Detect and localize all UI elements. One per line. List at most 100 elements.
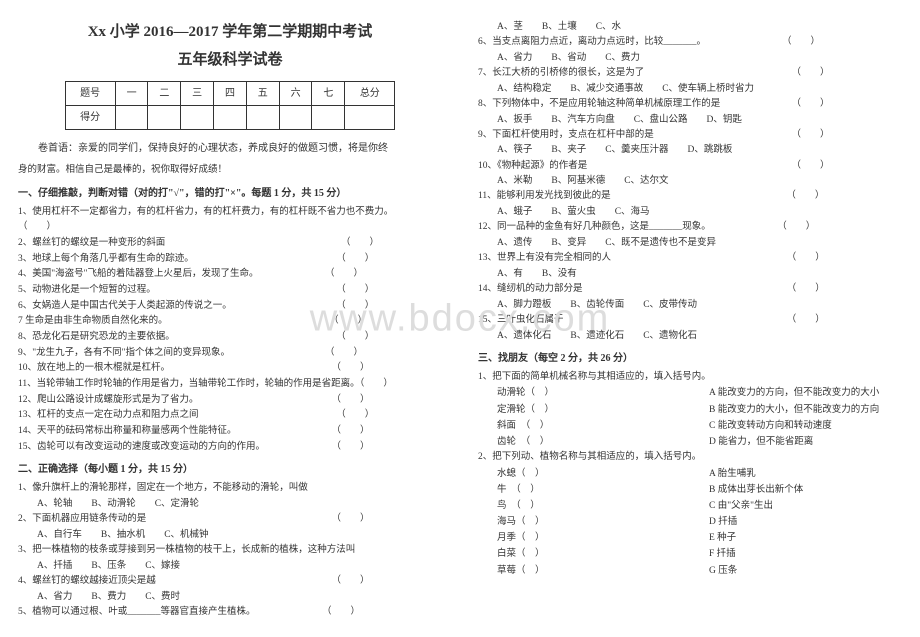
s2-q15: 15、三叶虫化石属于 （ ） [478,313,902,329]
page-left: Xx 小学 2016—2017 学年第二学期期中考试 五年级科学试卷 题号 一 … [0,0,460,637]
s2-q9-opts: A、筷子 B、夹子 C、羹夹压汁器 D、跳跳板 [478,143,902,158]
cell [148,106,181,130]
cell: 四 [214,82,247,106]
s2-q5: 5、植物可以通过根、叶或_______等器官直接产生植株。 （ ） [18,605,442,621]
score-header-row: 题号 一 二 三 四 五 六 七 总分 [65,82,395,106]
s2-q6: 6、当支点离阻力点近，离动力点远时，比较_______。 （ ） [478,35,902,51]
s1-q7: 7 生命是由非生命物质自然化来的。 （ ） [18,314,442,330]
s2-q11: 11、能够利用发光找到彼此的是 （ ） [478,189,902,205]
match-row: 定滑轮（ ）B 能改变力的大小，但不能改变力的方向 [478,402,902,418]
s1-q14: 14、天平的砝码常标出称量和称量感两个性能特征。 （ ） [18,424,442,440]
cell: 三 [181,82,214,106]
s2-q3-opts: A、扦插 B、压条 C、嫁接 [18,559,442,574]
page-right: A、茎 B、土壤 C、水 6、当支点离阻力点近，离动力点远时，比较_______… [460,0,920,637]
match-right: D 能省力，但不能省距离 [690,434,902,450]
cell: 得分 [65,106,115,130]
s1-q11: 11、当轮带轴工作时轮轴的作用是省力，当轴带轮工作时，轮轴的作用是省距离。（ ） [18,377,442,393]
s2-q14-opts: A、脚力蹬板 B、齿轮传面 C、皮带传动 [478,298,902,313]
s2-q15-opts: A、遗体化石 B、遗迹化石 C、遗物化石 [478,329,902,344]
s2-q2-opts: A、自行车 B、抽水机 C、机械钟 [18,528,442,543]
match-left: 月季（ ） [478,530,690,546]
s1-q9: 9、"龙生九子，各有不同"指个体之间的变异现象。 （ ） [18,346,442,362]
match-right: A 能改变力的方向，但不能改变力的大小 [690,385,902,401]
cell [279,106,312,130]
cell [214,106,247,130]
match-left: 鸟 （ ） [478,498,690,514]
s1-q4: 4、美国"海盗号"飞船的着陆器登上火星后，发现了生命。 （ ） [18,267,442,283]
s2-q9: 9、下面杠杆使用时，支点在杠杆中部的是 （ ） [478,128,902,144]
s1-q1: 1、使用杠杆不一定都省力，有的杠杆省力，有的杠杆费力，有的杠杆既不省力也不费力。… [18,205,442,236]
cell: 六 [279,82,312,106]
cell: 二 [148,82,181,106]
title-main: Xx 小学 2016—2017 学年第二学期期中考试 [18,20,442,46]
section2-title: 二、正确选择（每小题 1 分，共 15 分） [18,461,442,478]
s1-q6: 6、女娲造人是中国古代关于人类起源的传说之一。 （ ） [18,299,442,315]
s2-q5-opts: A、茎 B、土壤 C、水 [478,20,902,35]
intro-line2: 身的财富。相信自己是最棒的，祝你取得好成绩！ [18,163,442,179]
s2-q14: 14、缝纫机的动力部分是 （ ） [478,282,902,298]
score-value-row: 得分 [65,106,395,130]
s1-q2: 2、螺丝钉的螺纹是一种变形的斜面 （ ） [18,236,442,252]
match-right: G 压条 [690,563,902,579]
cell [115,106,148,130]
match-right: F 扦插 [690,546,902,562]
cell: 总分 [345,82,395,106]
match-right: E 种子 [690,530,902,546]
s2-q7: 7、长江大桥的引桥修的很长，这是为了 （ ） [478,66,902,82]
cell: 五 [246,82,279,106]
match-right: C 由"父亲"生出 [690,498,902,514]
s2-q12: 12、同一品种的金鱼有好几种颜色，这是_______现象。 （ ） [478,220,902,236]
s2-q8: 8、下列物体中，不是应用轮轴这种简单机械原理工作的是 （ ） [478,97,902,113]
title-sub: 五年级科学试卷 [18,48,442,74]
match-left: 白菜（ ） [478,546,690,562]
match-left: 斜面 （ ） [478,418,690,434]
s1-q8: 8、恐龙化石是研究恐龙的主要依据。 （ ） [18,330,442,346]
s2-q4: 4、螺丝钉的螺纹越接近顶尖是越 （ ） [18,574,442,590]
cell: 题号 [65,82,115,106]
s2-q6-opts: A、省力 B、省动 C、费力 [478,51,902,66]
score-table: 题号 一 二 三 四 五 六 七 总分 得分 [65,81,396,130]
s2-q4-opts: A、省力 B、费力 C、费时 [18,590,442,605]
match-row: 水螅（ ）A 胎生哺乳 [478,466,902,482]
s2-q12-opts: A、遗传 B、变异 C、既不是遗传也不是变异 [478,236,902,251]
match-left: 草莓（ ） [478,563,690,579]
match-row: 动滑轮（ ）A 能改变力的方向，但不能改变力的大小 [478,385,902,401]
s2-q11-opts: A、蛾子 B、萤火虫 C、海马 [478,205,902,220]
s2-q2: 2、下面机器应用链条传动的是 （ ） [18,512,442,528]
match-row: 月季（ ）E 种子 [478,530,902,546]
s2-q13: 13、世界上有没有完全相同的人 （ ） [478,251,902,267]
cell: 一 [115,82,148,106]
cell [312,106,345,130]
s1-q12: 12、爬山公路设计成螺旋形式是为了省力。 （ ） [18,393,442,409]
s1-q5: 5、动物进化是一个短暂的过程。 （ ） [18,283,442,299]
match-right: C 能改变转动方向和转动速度 [690,418,902,434]
s3-intro2: 2、把下列动、植物名称与其相适应的，填入括号内。 [478,450,902,466]
match-right: B 成体出芽长出新个体 [690,482,902,498]
s2-q8-opts: A、扳手 B、汽车方向盘 C、盘山公路 D、钥匙 [478,113,902,128]
s2-q13-opts: A、有 B、没有 [478,267,902,282]
match-row: 齿轮 （ ）D 能省力，但不能省距离 [478,434,902,450]
s3-intro1: 1、把下面的简单机械名称与其相适应的，填入括号内。 [478,370,902,386]
match-row: 鸟 （ ）C 由"父亲"生出 [478,498,902,514]
match-left: 动滑轮（ ） [478,385,690,401]
s2-q1-opts: A、轮轴 B、动滑轮 C、定滑轮 [18,497,442,512]
cell [345,106,395,130]
s2-q7-opts: A、结构稳定 B、减少交通事故 C、使车辆上桥时省力 [478,82,902,97]
section1-title: 一、仔细推敲，判断对错（对的打"√"，错的打"×"。每题 1 分，共 15 分） [18,185,442,202]
match-row: 白菜（ ）F 扦插 [478,546,902,562]
intro-line1: 卷首语：亲爱的同学们，保持良好的心理状态，养成良好的做题习惯，将是你终 [18,140,442,157]
cell [246,106,279,130]
s2-q10-opts: A、米勒 B、阿基米德 C、达尔文 [478,174,902,189]
match-left: 牛 （ ） [478,482,690,498]
section3-title: 三、找朋友（每空 2 分，共 26 分） [478,350,902,367]
match-right: A 胎生哺乳 [690,466,902,482]
match-left: 海马（ ） [478,514,690,530]
match-left: 定滑轮（ ） [478,402,690,418]
s1-q10: 10、放在地上的一根木棍就是杠杆。 （ ） [18,361,442,377]
s2-q3: 3、把一株植物的枝条或芽接到另一株植物的枝干上，长成新的植株，这种方法叫 [18,543,442,559]
match-row: 斜面 （ ）C 能改变转动方向和转动速度 [478,418,902,434]
match-row: 海马（ ）D 扦插 [478,514,902,530]
cell: 七 [312,82,345,106]
match-left: 齿轮 （ ） [478,434,690,450]
match-row: 牛 （ ）B 成体出芽长出新个体 [478,482,902,498]
